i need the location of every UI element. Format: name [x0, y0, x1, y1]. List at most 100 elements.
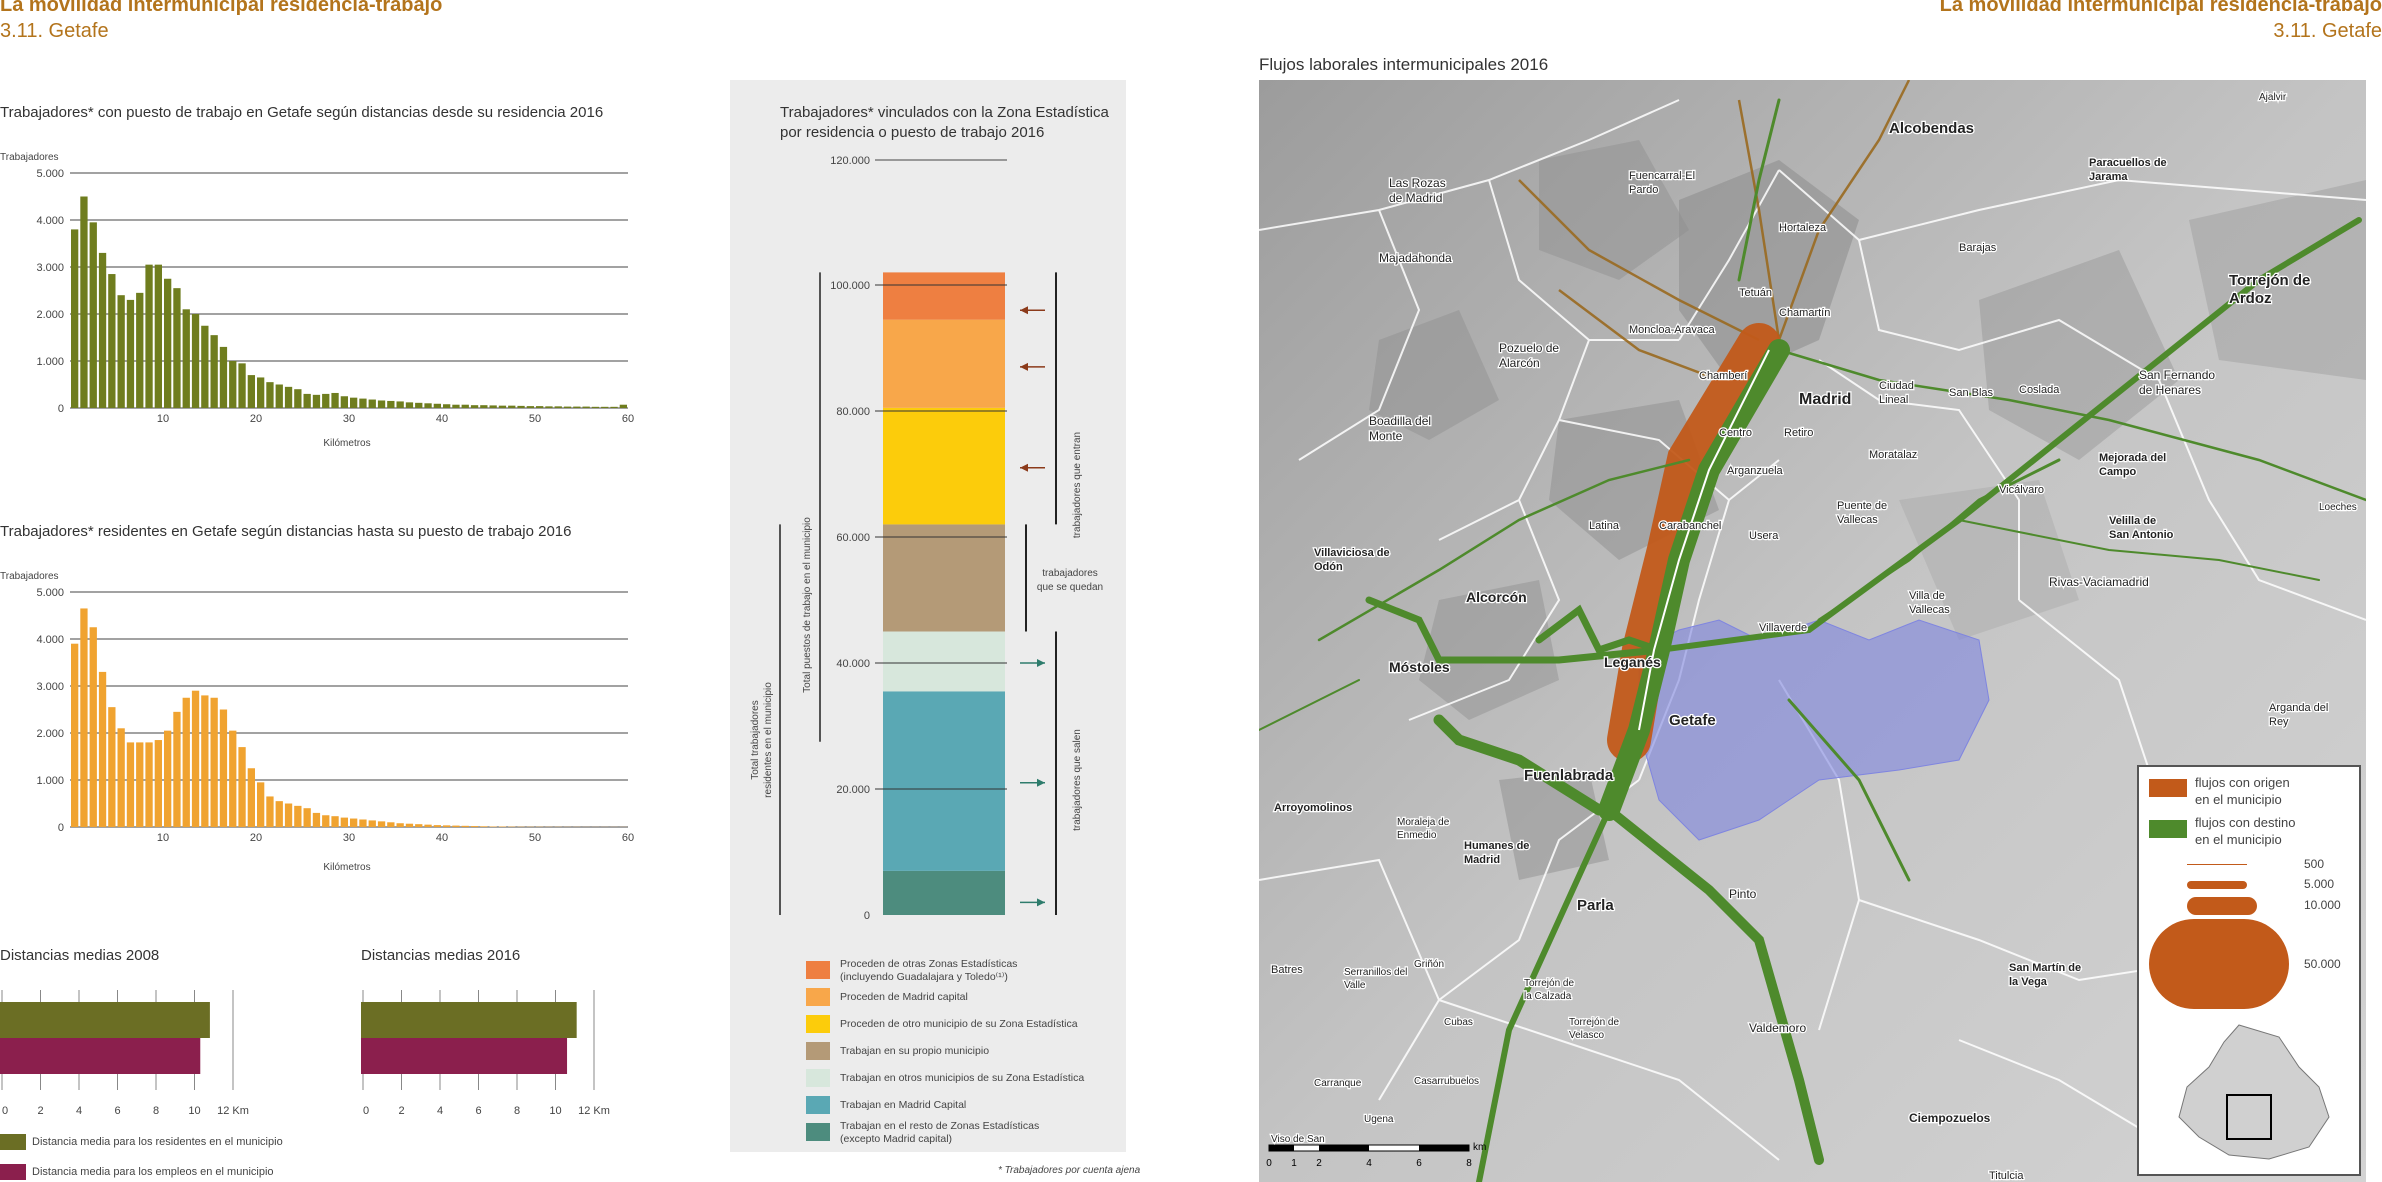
chart2-bar — [219, 709, 228, 827]
map-place-label: Monte — [1369, 429, 1403, 443]
chart2-bar — [387, 822, 395, 827]
chart1-histogram: Trabajadores Kilómetros 0 1.000 2.000 3.000… — [0, 152, 634, 449]
chart1-ylabel: Trabajadores — [0, 152, 59, 163]
map-place-label: Carabanchel — [1659, 520, 1721, 532]
stack-legend-label: Trabajan en Madrid Capital — [840, 1099, 967, 1111]
map-place-label: Majadahonda — [1379, 251, 1452, 265]
chart2-bar — [359, 819, 367, 827]
map-place-label: Pardo — [1629, 184, 1658, 196]
map-place-label: Ciempozuelos — [1909, 1111, 1991, 1125]
map-place-label: Titulcia — [1989, 1170, 2024, 1182]
dist2008-chart: 0 2 4 6 8 10 12 Km — [0, 990, 249, 1117]
scale-tick-0: 0 — [1266, 1158, 1272, 1169]
map-place-label: Campo — [2099, 466, 2137, 478]
chart2-bar — [480, 826, 488, 827]
legend-origin-swatch — [2149, 779, 2187, 797]
chart1-bar — [377, 400, 386, 408]
chart2-bar — [415, 824, 423, 827]
stack-legend-item: Trabajan en otros municipios de su Zona … — [806, 1066, 1116, 1092]
chart2-bar — [182, 697, 190, 827]
chart2-ytick: 4.000 — [36, 634, 64, 646]
stack-ytick: 60.000 — [836, 532, 870, 544]
chart1-bar — [610, 406, 618, 408]
chart1-bar — [257, 377, 265, 408]
map-place-label: San Fernando — [2139, 368, 2215, 382]
map-place-label: Arganzuela — [1727, 465, 1784, 477]
legend-size-10000: 10.000 — [2304, 898, 2341, 912]
stack-legend-label: Trabajan en el resto de Zonas Estadístic… — [840, 1120, 1040, 1132]
map-place-label: Las Rozas — [1389, 176, 1446, 190]
map-place-label: Villa de — [1909, 590, 1945, 602]
stack-label-stay-1: trabajadores — [1042, 568, 1098, 579]
dist2008-xtick: 6 — [114, 1105, 120, 1117]
chart2-bar — [98, 671, 107, 827]
map-place-label: Tetuán — [1739, 287, 1772, 299]
map-place-label: Rivas-Vaciamadrid — [2049, 575, 2149, 589]
chart1-bar — [350, 397, 358, 408]
chart1-bar — [303, 393, 311, 408]
stack-ytick: 0 — [864, 910, 870, 922]
chart2-bar — [433, 825, 441, 827]
chart2-ytick: 1.000 — [36, 775, 64, 787]
map-place-label: la Vega — [2009, 976, 2048, 988]
chart1-bar — [508, 405, 516, 408]
map-place-label: Torrejón de — [1524, 978, 1574, 989]
map-place-label: Fuenlabrada — [1524, 767, 1614, 784]
chart1-bar — [405, 402, 414, 408]
map-place-label: Odón — [1314, 561, 1343, 573]
map-place-label: Moncloa-Aravaca — [1629, 324, 1715, 336]
chart1-bar — [238, 363, 246, 408]
dist2008-bar — [0, 1038, 201, 1074]
chart1-bar — [331, 392, 339, 408]
chart2-bar — [396, 823, 404, 827]
stack-vlabel-res-1: Total trabajadores — [750, 700, 761, 780]
chart1-bar — [154, 264, 162, 408]
chart2-bar — [312, 812, 321, 827]
map-place-label: Ciudad — [1879, 380, 1914, 392]
chart2-bar — [80, 608, 88, 827]
map-place-label: Humanes de — [1464, 840, 1529, 852]
map-place-label: Moraleja de — [1397, 817, 1450, 828]
legend-dest-1: flujos con destino — [2195, 815, 2296, 830]
stack-enter-arrowhead — [1020, 362, 1028, 371]
stack-legend-item: Trabajan en su propio municipio — [806, 1039, 1116, 1065]
chart2-ylabel: Trabajadores — [0, 571, 59, 582]
chart1-bar — [554, 406, 562, 408]
dist2016-xtick: 4 — [437, 1105, 443, 1117]
chart1-ytick: 5.000 — [36, 168, 64, 180]
map-place-label: Serranillos del — [1344, 967, 1407, 978]
map-scale-bar: 0 1 2 4 6 8 km — [1266, 1142, 1486, 1169]
chart1-bar — [591, 406, 600, 408]
chart2-bar — [284, 803, 293, 827]
stack-footnote: * Trabajadores por cuenta ajena — [998, 1165, 1141, 1176]
map-place-label: Velasco — [1569, 1030, 1604, 1041]
map-place-label: San Antonio — [2109, 529, 2174, 541]
map-place-label: Centro — [1719, 427, 1752, 439]
chart1-bar — [126, 299, 135, 408]
map-place-label: Usera — [1749, 530, 1779, 542]
chart1-ytick: 0 — [58, 403, 64, 415]
map-panel: 0 1 2 4 6 8 km Ajalvir Alcobendas Paracuel… — [1259, 80, 2366, 1182]
locator-map — [2178, 1024, 2330, 1160]
map-place-label: Boadilla del — [1369, 414, 1431, 428]
chart1-bar — [573, 406, 581, 408]
map-place-label: Pozuelo de — [1499, 341, 1559, 355]
legend-size-5000: 5.000 — [2304, 877, 2335, 891]
chart1-bar — [443, 404, 451, 408]
chart2-bar — [266, 796, 274, 827]
stack-exit-arrowhead — [1037, 659, 1045, 667]
chart1-bar — [619, 404, 627, 408]
chart1-bar — [498, 405, 507, 408]
chart2-bar — [350, 818, 358, 827]
stack-segment — [883, 407, 1005, 525]
stack-title-line2: por residencia o puesto de trabajo 2016 — [780, 124, 1045, 141]
chart1-ytick: 4.000 — [36, 215, 64, 227]
stack-legend-swatch — [806, 1015, 830, 1033]
legend-size-50000: 50.000 — [2304, 957, 2341, 971]
chart1-bar — [71, 229, 79, 408]
map-place-label: Chamartín — [1779, 307, 1830, 319]
chart1-bar — [582, 406, 590, 408]
chart2-title: Trabajadores* residentes en Getafe según… — [0, 523, 572, 540]
chart1-xtick: 30 — [343, 413, 355, 425]
map-place-label: Griñón — [1414, 959, 1444, 970]
